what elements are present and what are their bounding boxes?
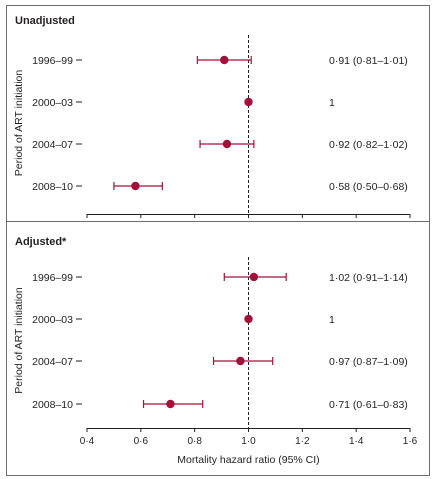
category-label: 2004–07 [32,139,73,151]
point-estimate [131,181,140,191]
category-label: 2000–03 [32,314,73,326]
point-estimate [244,314,253,324]
category-label: 2000–03 [32,97,73,109]
category-label: 2004–07 [32,356,73,368]
estimate-label: 0·92 (0·82–1·02) [329,139,408,151]
panel-title: Adjusted* [15,236,67,248]
point-estimate [244,97,253,107]
x-tick-label: 0·4 [80,436,95,447]
x-tick-label: 1·6 [403,436,418,447]
point-estimate [249,272,259,282]
point-estimate [236,356,245,366]
y-axis-title: Period of ART initiation [13,287,25,394]
x-tick-label: 1·0 [241,436,256,447]
panel-title: Unadjusted [15,15,75,27]
category-label: 2008–10 [32,181,73,193]
estimate-label: 0·58 (0·50–0·68) [329,181,408,193]
y-axis-title: Period of ART initiation [13,70,25,177]
estimate-label: 1 [329,97,335,109]
x-axis-title: Mortality hazard ratio (95% CI) [177,454,319,466]
estimate-label: 1 [329,314,335,326]
figure-frame [6,5,430,476]
category-label: 1996–99 [32,272,73,284]
estimate-label: 0·91 (0·81–1·01) [329,55,408,67]
estimate-label: 0·71 (0·61–0·83) [329,399,408,411]
x-tick-label: 1·4 [349,436,364,447]
estimate-label: 1·02 (0·91–1·14) [329,272,408,284]
point-estimate [220,55,229,65]
point-estimate [166,399,175,409]
x-tick-label: 0·8 [187,436,202,447]
estimate-label: 0·97 (0·87–1·09) [329,356,408,368]
x-tick-label: 1·2 [295,436,310,447]
point-estimate [222,139,232,149]
category-label: 2008–10 [32,399,73,411]
x-tick-label: 0·6 [134,436,149,447]
category-label: 1996–99 [32,55,73,67]
